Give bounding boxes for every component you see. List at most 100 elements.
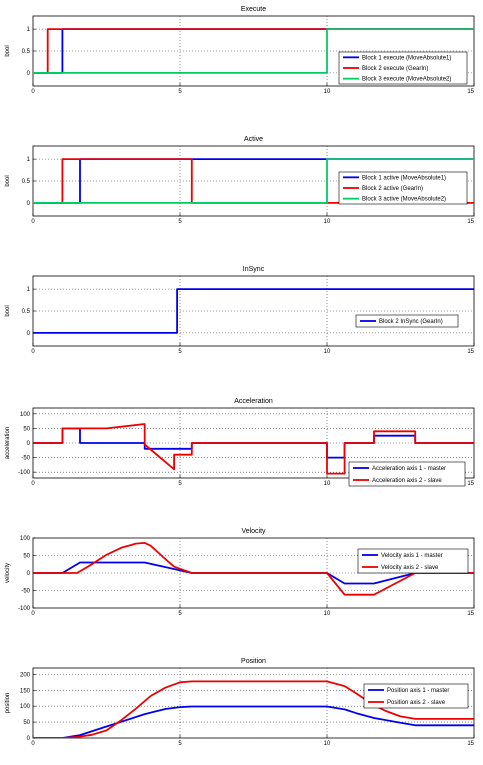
x-tick-label: 10 — [324, 481, 331, 487]
y-axis-label: bool — [5, 45, 11, 56]
series-line-2 — [33, 28, 474, 74]
y-tick-label: -100 — [18, 606, 31, 612]
legend-entry: Block 3 execute (MoveAbsolute2) — [362, 77, 451, 83]
x-tick-label: 5 — [178, 481, 182, 487]
legend: Position axis 1 - master Position axis 2 … — [363, 683, 469, 709]
series-line-0 — [33, 288, 474, 334]
y-tick-label: 1 — [27, 157, 31, 163]
x-tick-label: 0 — [31, 741, 35, 747]
legend: Block 2 InSync (GearIn) — [355, 314, 459, 328]
y-axis-label: bool — [5, 305, 11, 316]
x-tick-label: 10 — [324, 219, 331, 225]
y-tick-label: 0.5 — [22, 179, 31, 185]
x-tick-label: 5 — [178, 741, 182, 747]
y-axis-label: bool — [5, 175, 11, 186]
x-tick-label: 0 — [31, 349, 35, 355]
legend-entry: Position axis 1 - master — [387, 688, 449, 694]
y-tick-label: 0 — [27, 571, 31, 577]
legend-entry: Position axis 2 - slave — [387, 700, 446, 706]
x-tick-label: 0 — [31, 481, 35, 487]
legend-entry: Block 1 active (MoveAbsolute1) — [362, 175, 446, 181]
series-line-0 — [33, 705, 474, 738]
y-tick-label: 50 — [23, 426, 30, 432]
y-tick-label: 1 — [27, 287, 31, 293]
legend-box — [338, 51, 468, 85]
chart-title: Acceleration — [234, 398, 273, 405]
x-tick-label: 10 — [324, 89, 331, 95]
legend-entry: Block 2 execute (GearIn) — [362, 66, 428, 72]
series-line-2 — [33, 158, 474, 204]
y-axis-label: acceleration — [5, 427, 11, 459]
y-tick-label: 100 — [20, 704, 31, 710]
x-tick-label: 15 — [467, 741, 474, 747]
chart-panel-2: InSync 0 5 10 15 0 0.5 1 bool Block 2 InSync (Gea… — [5, 266, 475, 355]
series-line-1 — [33, 542, 474, 596]
legend-entry: Acceleration axis 2 - slave — [372, 478, 442, 484]
legend: Block 1 execute (MoveAbsolute1) Block 2 e… — [338, 51, 468, 85]
chart-panel-4: Velocity 0 5 10 15 -100 -50 0 50 100 velocity Veloc… — [5, 528, 475, 617]
x-tick-label: 5 — [178, 219, 182, 225]
y-tick-label: 0.5 — [22, 309, 31, 315]
y-axis-label: velocity — [5, 563, 11, 583]
legend-entry: Block 2 InSync (GearIn) — [379, 319, 443, 325]
x-tick-label: 5 — [178, 89, 182, 95]
legend-box — [357, 548, 469, 574]
x-tick-label: 5 — [178, 349, 182, 355]
x-tick-label: 5 — [178, 611, 182, 617]
x-tick-label: 15 — [467, 89, 474, 95]
y-tick-label: 0 — [27, 71, 31, 77]
series-line-1 — [33, 423, 474, 475]
legend-entry: Velocity axis 2 - slave — [381, 565, 439, 571]
y-tick-label: 0 — [27, 331, 31, 337]
legend-entry: Block 2 active (GearIn) — [362, 186, 423, 192]
y-tick-label: 0 — [27, 736, 31, 742]
legend: Acceleration axis 1 - master Acceleration… — [348, 461, 466, 487]
y-tick-label: 0 — [27, 201, 31, 207]
legend-box — [355, 314, 459, 328]
x-tick-label: 0 — [31, 219, 35, 225]
x-tick-label: 15 — [467, 349, 474, 355]
legend-entry: Velocity axis 1 - master — [381, 553, 443, 559]
x-tick-label: 10 — [324, 741, 331, 747]
x-tick-label: 15 — [467, 481, 474, 487]
legend-entry: Acceleration axis 1 - master — [372, 466, 446, 472]
legend-box — [363, 683, 469, 709]
y-tick-label: 150 — [20, 688, 31, 694]
y-tick-label: 100 — [20, 536, 31, 542]
chart-title: Velocity — [241, 528, 266, 535]
plot-area — [32, 275, 475, 347]
chart-panel-3: Acceleration 0 5 10 15 -100 -50 0 50 100 accelerat… — [5, 398, 475, 487]
y-tick-label: 100 — [20, 412, 31, 418]
x-tick-label: 15 — [467, 611, 474, 617]
y-tick-label: 1 — [27, 27, 31, 33]
x-tick-label: 15 — [467, 219, 474, 225]
x-tick-label: 0 — [31, 89, 35, 95]
chart-panel-0: Execute 0 5 10 15 0 0.5 1 bool Block 1 execute (M… — [5, 6, 475, 95]
chart-panel-1: Active 0 5 10 15 0 0.5 1 bool Block 1 active (Mov… — [5, 136, 475, 225]
y-tick-label: 0.5 — [22, 49, 31, 55]
legend: Block 1 active (MoveAbsolute1) Block 2 ac… — [338, 171, 468, 205]
chart-title: Active — [244, 136, 263, 143]
y-tick-label: 0 — [27, 441, 31, 447]
chart-title: InSync — [243, 266, 265, 273]
legend-box — [348, 461, 466, 487]
y-tick-label: 50 — [23, 554, 30, 560]
y-tick-label: 50 — [23, 720, 30, 726]
legend: Velocity axis 1 - master Velocity axis 2 … — [357, 548, 469, 574]
y-tick-label: -100 — [18, 470, 31, 476]
chart-title: Position — [241, 658, 266, 665]
series-line-1 — [33, 680, 474, 738]
y-tick-label: 200 — [20, 672, 31, 678]
x-tick-label: 0 — [31, 611, 35, 617]
x-tick-label: 10 — [324, 349, 331, 355]
y-tick-label: -50 — [21, 456, 30, 462]
x-tick-label: 10 — [324, 611, 331, 617]
y-tick-label: -50 — [21, 589, 30, 595]
legend-box — [338, 171, 468, 205]
legend-entry: Block 3 active (MoveAbsolute2) — [362, 197, 446, 203]
y-axis-label: position — [5, 693, 11, 714]
chart-title: Execute — [241, 6, 266, 13]
legend-entry: Block 1 execute (MoveAbsolute1) — [362, 55, 451, 61]
